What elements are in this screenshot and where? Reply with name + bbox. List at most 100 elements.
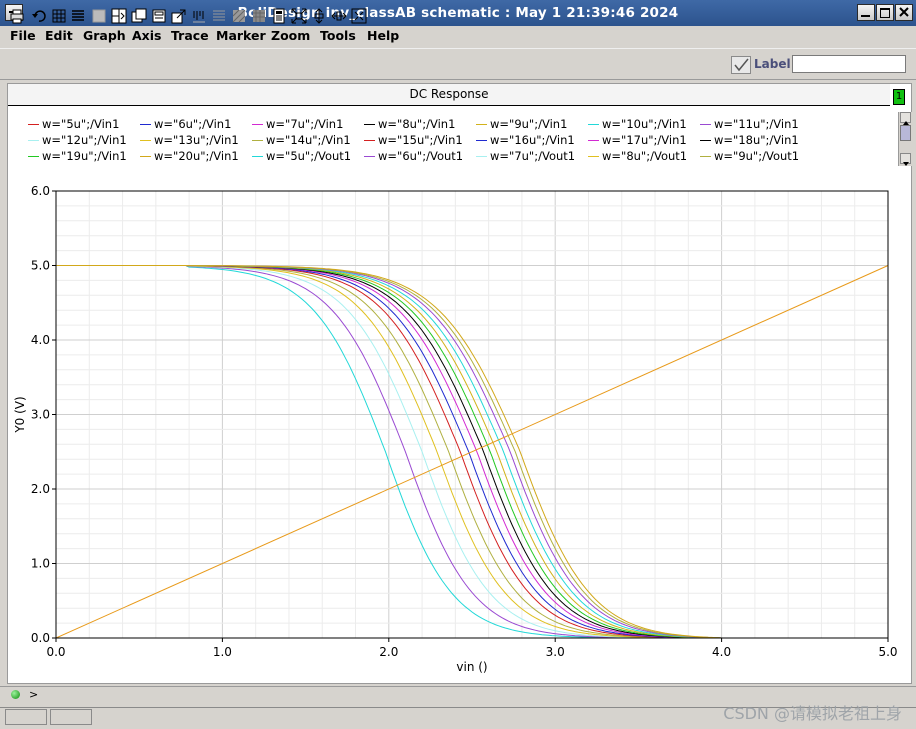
graph-badge[interactable]: 1	[893, 89, 905, 105]
legend-swatch	[364, 156, 375, 157]
legend-entry[interactable]: w="5u";/Vout1	[252, 149, 351, 163]
hatch-disabled-icon[interactable]	[231, 8, 247, 24]
legend-label: w="11u";/Vin1	[714, 117, 799, 131]
undo-icon[interactable]	[31, 8, 47, 24]
close-button[interactable]	[895, 4, 913, 21]
export-icon[interactable]	[171, 8, 187, 24]
menu-trace[interactable]: Trace	[171, 28, 209, 43]
graph-title: DC Response	[409, 87, 489, 101]
scroll-thumb[interactable]	[900, 125, 911, 141]
legend-entry[interactable]: w="6u";/Vout1	[364, 149, 463, 163]
minimize-icon	[861, 15, 870, 17]
arrow-up-icon	[903, 121, 909, 125]
legend-swatch	[28, 156, 39, 157]
menu-marker[interactable]: Marker	[216, 28, 266, 43]
command-prompt[interactable]: >	[29, 688, 39, 701]
legend-entry[interactable]: w="15u";/Vin1	[364, 133, 463, 147]
legend-label: w="10u";/Vin1	[602, 117, 687, 131]
legend-label: w="19u";/Vin1	[42, 149, 127, 163]
legend-label: w="7u";/Vin1	[266, 117, 344, 131]
label-input[interactable]	[792, 55, 906, 73]
menu-tools[interactable]: Tools	[320, 28, 356, 43]
legend-entry[interactable]: w="5u";/Vin1	[28, 117, 119, 131]
scroll-up-button[interactable]	[900, 112, 911, 125]
legend-entry[interactable]: w="14u";/Vin1	[252, 133, 351, 147]
legend-label: w="6u";/Vout1	[378, 149, 464, 163]
legend-swatch	[476, 156, 487, 157]
legend-entry[interactable]: w="8u";/Vin1	[364, 117, 455, 131]
legend-swatch	[588, 156, 599, 157]
copy-graph-icon[interactable]	[131, 8, 147, 24]
zoom-x-icon[interactable]	[311, 8, 327, 24]
grid-icon[interactable]	[51, 8, 67, 24]
minimize-button[interactable]	[857, 4, 875, 21]
x-tick-label: 0.0	[46, 645, 65, 659]
split-icon[interactable]	[111, 8, 127, 24]
legend-label: w="17u";/Vin1	[602, 133, 687, 147]
menu-zoom[interactable]: Zoom	[271, 28, 311, 43]
legend-entry[interactable]: w="19u";/Vin1	[28, 149, 127, 163]
y-tick-label: 2.0	[31, 482, 50, 496]
legend-entry[interactable]: w="17u";/Vin1	[588, 133, 687, 147]
menu-file[interactable]: File	[10, 28, 36, 43]
close-icon	[899, 7, 909, 17]
legend-label: w="16u";/Vin1	[490, 133, 575, 147]
window-title: BoliDesign inv_classAB schematic : May 1…	[237, 5, 679, 21]
scroll-down-button[interactable]	[900, 153, 911, 166]
legend-swatch	[140, 124, 151, 125]
label-checkbox[interactable]	[731, 56, 751, 74]
legend-entry[interactable]: w="11u";/Vin1	[700, 117, 799, 131]
plot-area[interactable]: 0.0 1.0 2.0 3.0 4.0 5.00.01.02.03.04.05.06.0 …	[8, 170, 903, 675]
menu-help[interactable]: Help	[367, 28, 400, 43]
menu-axis[interactable]: Axis	[132, 28, 162, 43]
y-tick-label: 4.0	[31, 333, 50, 347]
legend-entry[interactable]: w="9u";/Vin1	[476, 117, 567, 131]
zoom-fit-icon[interactable]	[291, 8, 307, 24]
legend-swatch	[364, 124, 375, 125]
legend-entry[interactable]: w="18u";/Vin1	[700, 133, 799, 147]
legend-entry[interactable]: w="7u";/Vin1	[252, 117, 343, 131]
legend-label: w="6u";/Vin1	[154, 117, 232, 131]
taskbar-slot-mid[interactable]	[50, 709, 92, 725]
x-tick-label: 4.0	[712, 645, 731, 659]
y-tick-label: 3.0	[31, 408, 50, 422]
legend-entry[interactable]: w="16u";/Vin1	[476, 133, 575, 147]
table-disabled-icon[interactable]	[211, 8, 227, 24]
legend-entry[interactable]: w="6u";/Vin1	[140, 117, 231, 131]
legend-swatch	[700, 140, 711, 141]
legend-entry[interactable]: w="13u";/Vin1	[140, 133, 239, 147]
bars-icon[interactable]	[191, 8, 207, 24]
taskbar	[0, 707, 916, 729]
maximize-button[interactable]	[876, 4, 894, 21]
legend-swatch	[364, 140, 375, 141]
arrow-down-icon	[903, 162, 909, 166]
taskbar-slot-left[interactable]	[5, 709, 47, 725]
x-axis-label: vin ()	[456, 660, 487, 674]
legend-entry[interactable]: w="20u";/Vin1	[140, 149, 239, 163]
legend-label: w="15u";/Vin1	[378, 133, 463, 147]
legend-scrollbar[interactable]	[898, 112, 912, 166]
input-ramp-line[interactable]	[55, 265, 889, 639]
legend-entry[interactable]: w="12u";/Vin1	[28, 133, 127, 147]
legend: w="5u";/Vin1 w="6u";/Vin1 w="7u";/Vin1 w="8…	[28, 117, 898, 167]
print-icon[interactable]	[9, 8, 25, 24]
legend-entry[interactable]: w="7u";/Vout1	[476, 149, 575, 163]
legend-swatch	[700, 156, 711, 157]
legend-entry[interactable]: w="10u";/Vin1	[588, 117, 687, 131]
list-icon[interactable]	[70, 8, 86, 24]
hatch2-disabled-icon[interactable]	[251, 8, 267, 24]
layout-icon[interactable]	[151, 8, 167, 24]
legend-swatch	[140, 156, 151, 157]
menu-edit[interactable]: Edit	[45, 28, 73, 43]
legend-label: w="5u";/Vout1	[266, 149, 352, 163]
legend-label: w="14u";/Vin1	[266, 133, 351, 147]
calculator-icon[interactable]	[271, 8, 287, 24]
zoom-y-icon[interactable]	[331, 8, 347, 24]
legend-entry[interactable]: w="9u";/Vout1	[700, 149, 799, 163]
legend-entry[interactable]: w="8u";/Vout1	[588, 149, 687, 163]
strip-disabled-icon[interactable]	[91, 8, 107, 24]
x-tick-label: 5.0	[878, 645, 897, 659]
status-led-icon	[11, 690, 20, 699]
menu-graph[interactable]: Graph	[83, 28, 126, 43]
zoom-in-icon[interactable]	[351, 8, 367, 24]
